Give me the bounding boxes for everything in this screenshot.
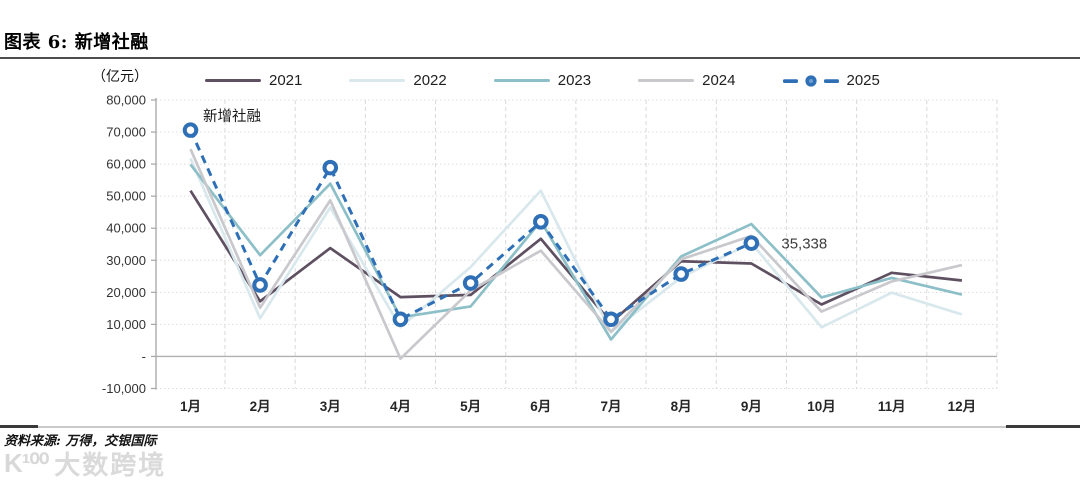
legend-item-2024: 2024	[638, 72, 736, 89]
data-point-marker	[462, 275, 479, 291]
data-point-marker	[743, 235, 760, 251]
data-point-marker	[252, 277, 268, 293]
legend-label: 2021	[269, 72, 303, 89]
y-tick-label: 40,000	[106, 221, 146, 236]
footer-divider-left-accent	[0, 425, 38, 428]
y-axis-unit-label: （亿元）	[92, 69, 148, 85]
legend-dash-marker-swatch-2025	[782, 74, 839, 87]
legend-label: 2024	[702, 72, 736, 89]
footer-divider	[0, 426, 1080, 428]
legend-item-2021: 2021	[205, 72, 302, 89]
data-point-marker	[673, 266, 689, 282]
y-tick-label: 70,000	[106, 125, 146, 140]
watermark-logo-icon: K¹⁰⁰	[4, 448, 49, 478]
x-tick-label: 9月	[741, 399, 762, 414]
y-tick-label: 60,000	[106, 157, 146, 172]
chart-legend: 2021 2022 2023 2024 2025	[205, 72, 880, 89]
y-tick-label: 80,000	[106, 93, 146, 108]
x-tick-label: 8月	[671, 399, 692, 414]
legend-item-2023: 2023	[493, 72, 592, 89]
data-point-marker	[533, 214, 549, 230]
data-point-marker	[392, 311, 409, 328]
horizontal-gridlines	[156, 99, 997, 389]
footer-divider-right-accent	[1006, 425, 1080, 428]
inplot-series-label: 新增社融	[203, 108, 261, 125]
legend-line-swatch-2021	[205, 78, 261, 83]
legend-line-swatch-2024	[638, 78, 695, 83]
watermark: K¹⁰⁰ 大数跨境	[4, 445, 166, 482]
data-point-marker	[603, 311, 619, 328]
y-tick-label: -10,000	[102, 381, 146, 396]
x-tick-label: 12月	[948, 399, 977, 414]
y-tick-label: 20,000	[106, 285, 146, 300]
last-point-value-annotation: 35,338	[781, 236, 827, 253]
series-line-2022	[189, 157, 963, 334]
title-divider	[0, 57, 1080, 59]
series-line-2023	[189, 163, 963, 341]
x-tick-label: 7月	[600, 399, 621, 414]
x-tick-label: 10月	[807, 399, 836, 414]
legend-label: 2023	[557, 72, 592, 89]
series-markers-2025	[182, 122, 760, 328]
data-point-marker	[322, 159, 339, 176]
y-tick-label: 50,000	[106, 189, 146, 204]
x-tick-label: 6月	[530, 399, 551, 414]
legend-label: 2025	[846, 72, 880, 89]
y-tick-label: 30,000	[106, 253, 146, 268]
x-tick-label: 1月	[180, 399, 201, 414]
legend-label: 2022	[413, 72, 447, 89]
y-tick-label: -	[142, 349, 146, 364]
series-line-2024	[189, 148, 963, 361]
watermark-brand-text: 大数跨境	[54, 450, 167, 480]
vertical-gridlines	[224, 100, 998, 389]
legend-line-swatch-2023	[493, 78, 550, 83]
data-point-marker	[182, 122, 199, 138]
x-tick-label: 11月	[878, 399, 906, 414]
legend-line-swatch-2022	[349, 78, 406, 83]
legend-item-2022: 2022	[349, 72, 447, 89]
page-title: 图表 6: 新增社融	[4, 32, 149, 53]
y-axis-tick-labels: 80,000 70,000 60,000 50,000 40,000 30,000 20,0…	[102, 93, 146, 397]
x-tick-label: 5月	[460, 399, 481, 414]
x-tick-label: 3月	[320, 399, 341, 414]
x-tick-label: 2月	[250, 399, 271, 414]
y-axis	[151, 98, 157, 390]
x-axis-month-labels: 1月 2月 3月 4月 5月 6月 7月 8月 9月 10月 11月 12月	[180, 399, 976, 414]
y-tick-label: 10,000	[106, 317, 146, 332]
x-tick-label: 4月	[390, 399, 411, 414]
data-source-note: 资料来源: 万得，交银国际	[4, 434, 157, 449]
legend-item-2025: 2025	[782, 72, 880, 89]
